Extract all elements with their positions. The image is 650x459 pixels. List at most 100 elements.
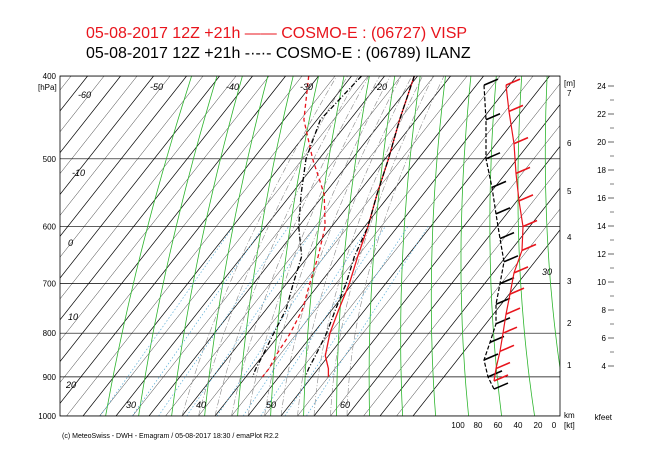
isotherm-label: 30 bbox=[542, 267, 552, 277]
isotherm-line bbox=[60, 76, 220, 279]
height-kft-tick: 6 bbox=[602, 334, 607, 343]
height-m-tick: 2 bbox=[567, 319, 572, 328]
moist-adiabat bbox=[198, 76, 348, 416]
wind-barb bbox=[489, 335, 505, 344]
height-kft-tick: 18 bbox=[597, 166, 606, 175]
wind-barb bbox=[521, 243, 537, 252]
thermo-grid bbox=[0, 76, 650, 416]
wind-barb bbox=[493, 374, 509, 382]
isotherm-line bbox=[60, 76, 303, 383]
chart-title-visp: 05-08-2017 12Z +21h —— COSMO-E : (06727)… bbox=[86, 25, 467, 42]
isotherm-line bbox=[60, 76, 72, 91]
moist-adiabat bbox=[330, 76, 434, 416]
dry-adiabat bbox=[623, 76, 650, 416]
moist-adiabat bbox=[297, 76, 413, 416]
isotherm-line bbox=[379, 187, 560, 416]
wind-speed-tick: 80 bbox=[474, 421, 483, 430]
isotherm-label: -20 bbox=[374, 82, 387, 92]
height-m-unit: [m] bbox=[564, 79, 575, 88]
isotherm-line bbox=[60, 76, 187, 237]
wind-barb bbox=[495, 207, 511, 215]
dry-adiabat bbox=[237, 76, 294, 416]
pressure-tick: 400 bbox=[43, 72, 57, 81]
height-kft-tick: 22 bbox=[597, 110, 606, 119]
wind-barb bbox=[483, 78, 499, 86]
wind-barb bbox=[499, 231, 515, 240]
height-m-tick: 7 bbox=[567, 89, 572, 98]
height-m-tick: 6 bbox=[567, 139, 572, 148]
isotherm-label: -40 bbox=[226, 82, 239, 92]
isotherm-label: -50 bbox=[150, 82, 163, 92]
temperature-profile-visp bbox=[324, 76, 415, 377]
moist-adiabat bbox=[264, 76, 391, 416]
dry-adiabat bbox=[572, 76, 601, 416]
isotherm-line bbox=[0, 76, 55, 416]
wind-barb bbox=[495, 297, 511, 306]
isotherm-line bbox=[363, 166, 560, 416]
wind-barb bbox=[491, 180, 507, 189]
footer-credit: (c) MeteoSwiss - DWH - Emagram / 05-08-2… bbox=[62, 433, 279, 440]
wind-barb bbox=[485, 112, 501, 121]
wind-barb bbox=[493, 382, 509, 390]
wind-barb bbox=[513, 136, 529, 145]
height-kft-tick: 8 bbox=[602, 306, 607, 315]
moist-adiabat bbox=[313, 76, 423, 416]
pressure-unit: [hPa] bbox=[38, 83, 57, 92]
mixing-ratio-line bbox=[260, 226, 386, 416]
wind-barb bbox=[499, 344, 515, 353]
wind-profile bbox=[483, 78, 538, 390]
isotherm-line bbox=[99, 76, 369, 416]
wind-barb bbox=[509, 287, 525, 295]
isotherm-line bbox=[313, 104, 560, 416]
isotherm-line bbox=[214, 76, 484, 416]
isotherm-label: 10 bbox=[68, 312, 78, 322]
isotherm-line bbox=[165, 76, 435, 416]
moist-adiabat bbox=[280, 76, 402, 416]
km-label: km bbox=[564, 411, 575, 420]
wind-line-visp bbox=[493, 85, 524, 382]
dry-adiabat bbox=[400, 76, 421, 416]
height-kft-tick: 10 bbox=[597, 278, 606, 287]
chart-title-ilanz: 05-08-2017 12Z +21h -·-·- COSMO-E : (067… bbox=[86, 45, 471, 62]
height-kft-tick: 12 bbox=[597, 250, 606, 259]
dry-adiabat bbox=[171, 76, 243, 416]
wind-barb bbox=[505, 78, 521, 86]
dry-adiabat bbox=[544, 76, 560, 371]
mixing-ratio-line bbox=[284, 226, 409, 416]
height-m-tick: 5 bbox=[567, 187, 572, 196]
isotherm-line bbox=[60, 76, 121, 154]
height-kft-tick: 20 bbox=[597, 138, 606, 147]
wind-speed-unit: [kt] bbox=[564, 421, 575, 430]
isotherm-label: 40 bbox=[196, 400, 206, 410]
wind-speed-tick: 20 bbox=[534, 421, 543, 430]
isotherm-line bbox=[280, 76, 550, 416]
sounding-profiles bbox=[251, 76, 415, 378]
moist-adiabat bbox=[346, 76, 445, 416]
wind-barb bbox=[495, 361, 511, 370]
pressure-tick: 700 bbox=[43, 280, 57, 289]
dry-adiabat bbox=[204, 76, 269, 416]
mixing-ratio-line bbox=[242, 226, 370, 416]
wind-speed-tick: 0 bbox=[552, 421, 557, 430]
isotherm-line bbox=[148, 76, 418, 416]
height-kft-tick: 4 bbox=[602, 362, 607, 371]
isotherm-line bbox=[132, 76, 402, 416]
height-kft-tick: 14 bbox=[597, 222, 606, 231]
wind-barb bbox=[495, 317, 511, 325]
mixing-ratio-line bbox=[306, 226, 429, 416]
dry-adiabat bbox=[489, 76, 502, 416]
wind-speed-tick: 100 bbox=[451, 421, 465, 430]
isotherm-label: -10 bbox=[72, 168, 85, 178]
wind-barb bbox=[518, 194, 534, 202]
dry-adiabat bbox=[138, 76, 218, 416]
wind-speed-tick: 40 bbox=[514, 421, 523, 430]
isotherm-line bbox=[60, 76, 286, 363]
wind-barb bbox=[508, 104, 524, 113]
wind-barb bbox=[502, 326, 518, 334]
isotherm-line bbox=[264, 76, 534, 416]
mixing-ratio-line bbox=[99, 226, 234, 416]
isotherm-line bbox=[60, 76, 319, 404]
height-kft-unit: kfeet bbox=[595, 413, 613, 422]
isotherm-line bbox=[247, 76, 517, 416]
dewpoint-profile-visp bbox=[261, 76, 326, 378]
